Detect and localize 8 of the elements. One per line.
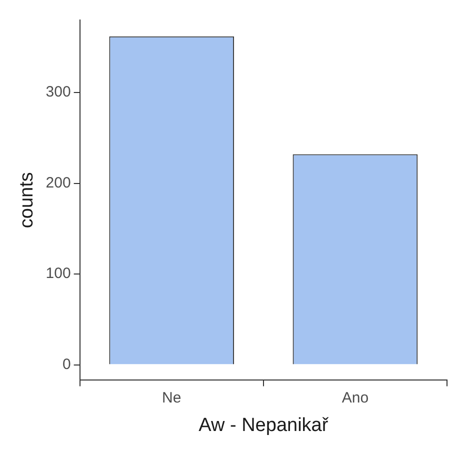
x-tick-label: Ne	[162, 389, 182, 406]
y-tick-label: 200	[46, 174, 71, 192]
y-axis-title: counts	[16, 172, 38, 228]
x-tick-label: Ano	[342, 389, 369, 406]
y-tick-label: 300	[46, 84, 71, 101]
y-tick-label: 100	[46, 265, 71, 282]
x-axis-title: Aw - Nepanikař	[198, 414, 329, 436]
y-tick-label: 0	[62, 356, 71, 373]
